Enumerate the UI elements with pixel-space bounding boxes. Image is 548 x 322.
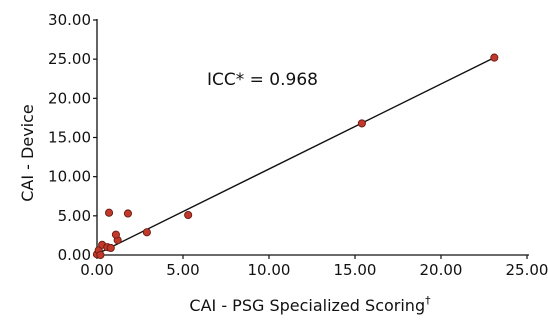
data-point [104,208,114,217]
labels-group: ICC* = 0.968 CAI - PSG Specialized Scori… [18,70,431,315]
y-tick-label: 20.00 [48,89,91,107]
y-tick-label: 25.00 [48,50,91,68]
data-point [184,210,193,220]
data-point [357,119,366,128]
data-point [96,250,105,260]
data-point [106,243,115,252]
annotation-icc: ICC* = 0.968 [207,70,318,90]
y-tick-label: 0.00 [58,246,91,264]
x-tick-label: 5.00 [166,261,199,279]
x-tick-label: 0.00 [80,261,113,279]
x-axis-title-text: CAI - PSG Specialized Scoring [189,296,425,315]
data-point [123,209,133,218]
x-tick-label: 15.00 [334,261,377,279]
y-tick-label: 15.00 [48,129,91,147]
x-axis-title-dagger: † [425,294,431,307]
trendline-group [93,56,495,257]
y-tick-label: 30.00 [48,11,91,29]
trendline [93,56,495,257]
data-point [490,53,499,62]
y-axis-title: CAI - Device [18,104,37,202]
x-tick-label: 10.00 [248,261,291,279]
y-tick-label: 5.00 [58,207,91,225]
data-point [142,228,151,237]
x-axis-title: CAI - PSG Specialized Scoring† [189,294,431,315]
x-tick-label: 25.00 [506,261,548,279]
data-points [92,53,499,260]
data-point [111,230,120,239]
x-tick-label: 20.00 [420,261,463,279]
y-tick-label: 10.00 [48,168,91,186]
axes: 0.00 5.00 10.00 15.00 20.00 25.00 30.00 0.00 5.0… [48,11,548,279]
